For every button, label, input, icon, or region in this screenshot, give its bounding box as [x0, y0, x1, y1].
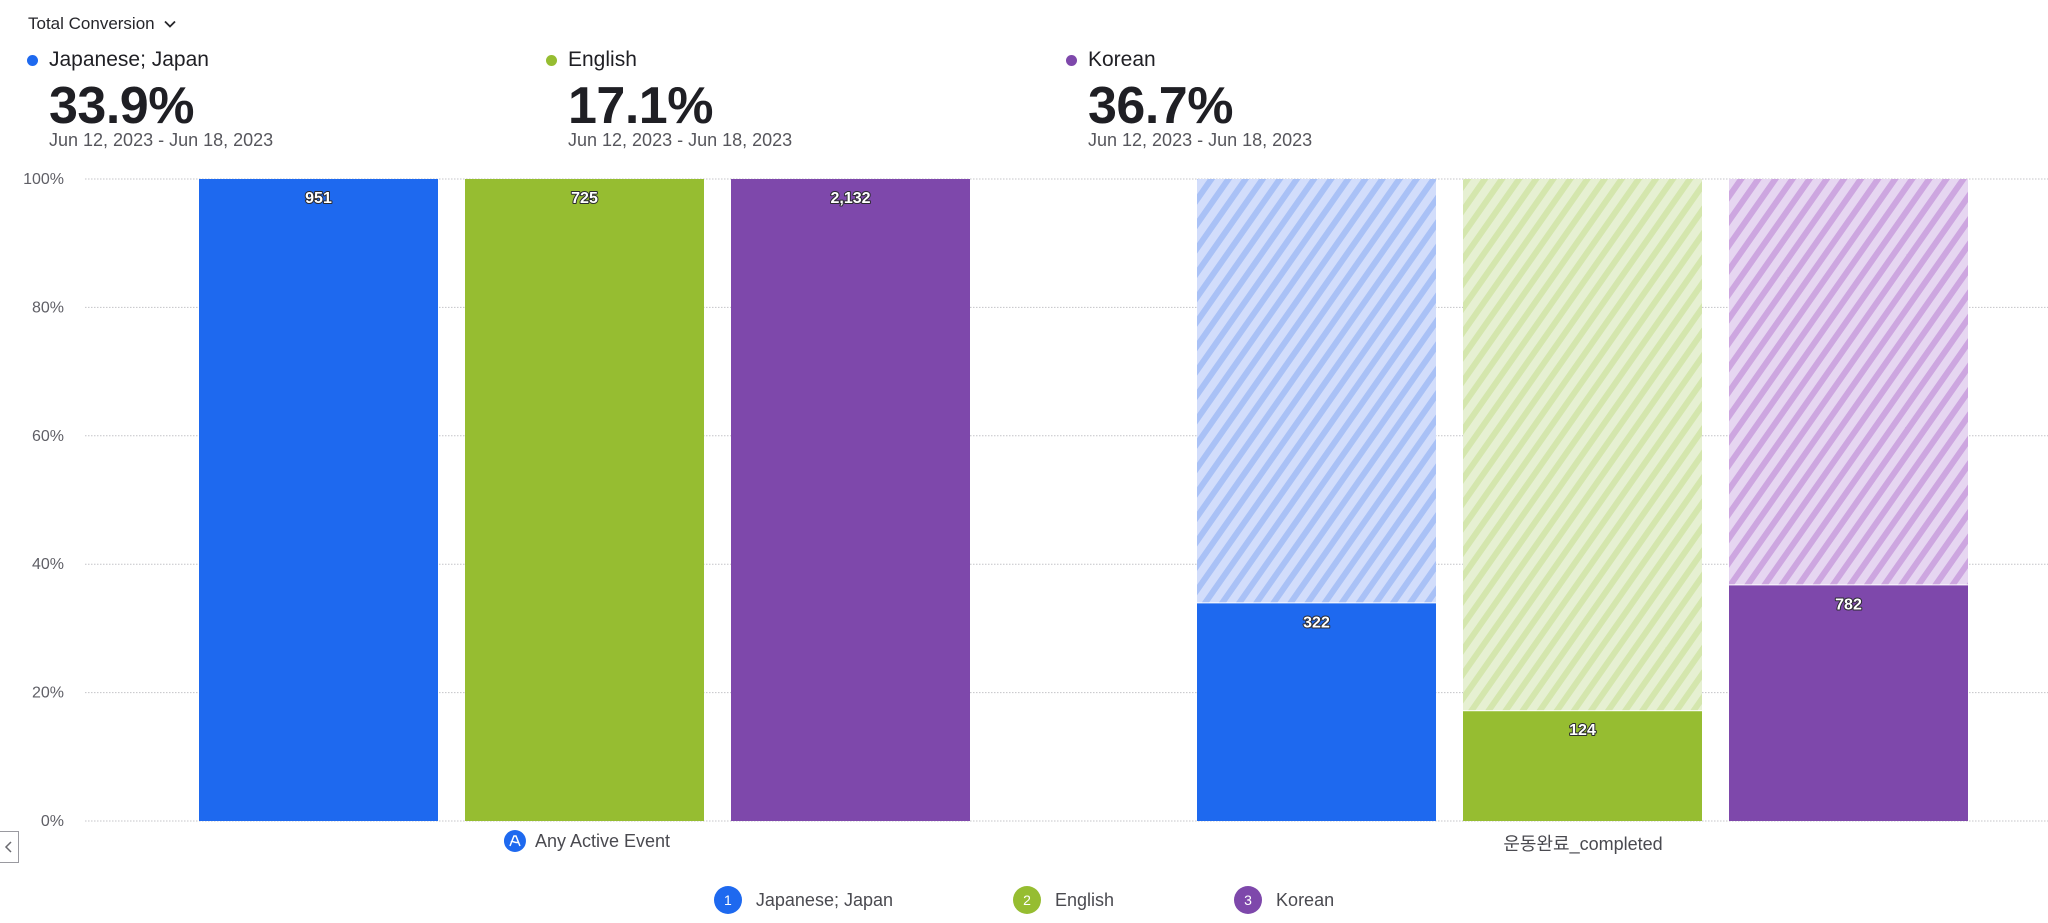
dropoff-bar[interactable]	[1197, 179, 1436, 603]
summary-name: Japanese; Japan	[49, 48, 209, 71]
series-dot-icon	[27, 54, 38, 66]
summary-japanese: Japanese; Japan 33.9% Jun 12, 2023 - Jun…	[27, 48, 273, 151]
dropoff-bar[interactable]	[1729, 179, 1968, 585]
legend-label: Korean	[1276, 889, 1335, 910]
y-tick-label: 0%	[41, 813, 64, 830]
y-tick-label: 80%	[32, 299, 64, 316]
chart-legend: 1 Japanese; Japan 2 English 3 Korean	[0, 886, 2048, 914]
metric-selector[interactable]: Total Conversion	[28, 14, 177, 34]
metric-selector-label: Total Conversion	[28, 14, 155, 33]
conversion-bar[interactable]	[199, 179, 438, 821]
chevron-left-icon	[4, 841, 12, 853]
legend-badge: 3	[1234, 886, 1263, 914]
summary-name: Korean	[1088, 48, 1156, 71]
series-dot-icon	[1066, 54, 1077, 66]
dropoff-bar[interactable]	[1463, 179, 1702, 711]
summary-value: 33.9%	[49, 77, 194, 135]
bar-count-label: 782	[1835, 596, 1862, 613]
bar-count-label: 2,132	[830, 190, 870, 207]
bar-count-label: 725	[571, 190, 598, 207]
category-label: 운동완료_completed	[1503, 834, 1663, 854]
conversion-bar[interactable]	[731, 179, 970, 821]
summary-english: English 17.1% Jun 12, 2023 - Jun 18, 202…	[546, 48, 792, 151]
category-label-any-active-event: Any Active Event	[503, 830, 671, 852]
conversion-bar[interactable]	[1463, 711, 1702, 821]
y-tick-label: 20%	[32, 685, 64, 702]
summary-date-range: Jun 12, 2023 - Jun 18, 2023	[49, 130, 274, 150]
conversion-bar[interactable]	[465, 179, 704, 821]
summary-date-range: Jun 12, 2023 - Jun 18, 2023	[1088, 130, 1313, 150]
conversion-bar[interactable]	[1729, 585, 1968, 821]
bar-count-label: 322	[1303, 614, 1330, 631]
legend-label: Japanese; Japan	[755, 889, 893, 910]
summary-value: 36.7%	[1088, 77, 1233, 135]
legend-badge: 1	[713, 886, 742, 914]
summary-korean: Korean 36.7% Jun 12, 2023 - Jun 18, 2023	[1066, 48, 1312, 151]
summary-name: English	[568, 48, 637, 71]
legend-item-english[interactable]: 2 English	[1013, 886, 1114, 914]
y-tick-label: 40%	[32, 556, 64, 573]
collapse-button[interactable]	[0, 831, 19, 863]
y-tick-label: 60%	[32, 428, 64, 445]
legend-label: English	[1055, 889, 1115, 910]
summary-date-range: Jun 12, 2023 - Jun 18, 2023	[568, 130, 793, 150]
y-tick-label: 100%	[23, 171, 64, 188]
series-dot-icon	[546, 54, 557, 66]
bar-count-label: 124	[1569, 722, 1596, 739]
legend-item-korean[interactable]: 3 Korean	[1234, 886, 1334, 914]
legend-item-japanese[interactable]: 1 Japanese; Japan	[713, 886, 893, 914]
legend-badge: 2	[1013, 886, 1041, 914]
bar-count-label: 951	[305, 190, 332, 207]
amplitude-icon	[503, 830, 526, 852]
category-label-completed: 운동완료_completed	[1503, 830, 1662, 856]
category-label: Any Active Event	[534, 830, 671, 851]
chevron-down-icon	[163, 20, 176, 28]
conversion-bar[interactable]	[1197, 603, 1436, 821]
summary-value: 17.1%	[568, 77, 713, 135]
